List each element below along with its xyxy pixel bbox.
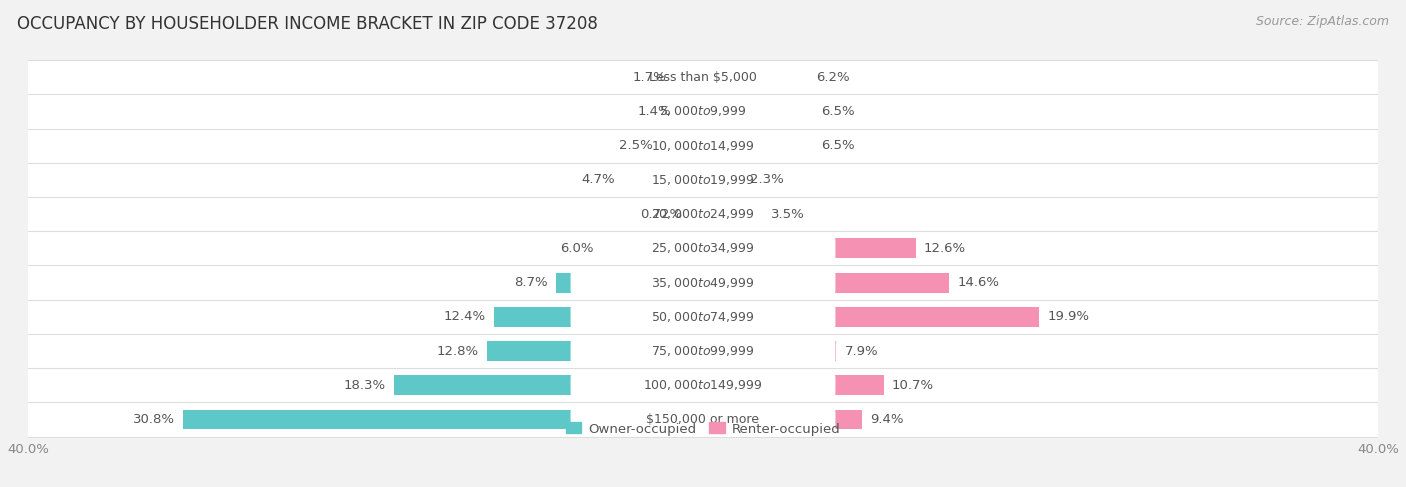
Bar (557, 273, 703, 293)
Text: 6.5%: 6.5% (821, 139, 855, 152)
Text: 12.4%: 12.4% (443, 310, 485, 323)
Text: $15,000 to $19,999: $15,000 to $19,999 (651, 173, 755, 187)
Text: 19.9%: 19.9% (1047, 310, 1090, 323)
Text: $25,000 to $34,999: $25,000 to $34,999 (651, 242, 755, 255)
Text: 9.4%: 9.4% (870, 413, 904, 426)
FancyBboxPatch shape (28, 231, 1378, 265)
Bar (394, 375, 703, 395)
Text: Less than $5,000: Less than $5,000 (650, 71, 756, 84)
Text: 7.9%: 7.9% (845, 344, 879, 357)
Text: $100,000 to $149,999: $100,000 to $149,999 (644, 378, 762, 392)
FancyBboxPatch shape (571, 133, 835, 158)
Text: 1.7%: 1.7% (633, 71, 666, 84)
FancyBboxPatch shape (28, 300, 1378, 334)
FancyBboxPatch shape (28, 265, 1378, 300)
Bar (703, 102, 813, 121)
FancyBboxPatch shape (28, 129, 1378, 163)
FancyBboxPatch shape (571, 168, 835, 192)
FancyBboxPatch shape (571, 339, 835, 363)
Text: $35,000 to $49,999: $35,000 to $49,999 (651, 276, 755, 290)
Text: 6.0%: 6.0% (560, 242, 593, 255)
Text: 18.3%: 18.3% (343, 379, 385, 392)
Text: $20,000 to $24,999: $20,000 to $24,999 (651, 207, 755, 221)
Text: 2.5%: 2.5% (619, 139, 652, 152)
FancyBboxPatch shape (28, 334, 1378, 368)
Text: 12.8%: 12.8% (436, 344, 478, 357)
Bar (624, 170, 703, 190)
FancyBboxPatch shape (571, 65, 835, 90)
Bar (703, 67, 807, 87)
Text: $10,000 to $14,999: $10,000 to $14,999 (651, 139, 755, 153)
Text: $5,000 to $9,999: $5,000 to $9,999 (659, 105, 747, 118)
Bar (703, 410, 862, 430)
Bar (703, 375, 883, 395)
Bar (602, 239, 703, 258)
Text: 1.4%: 1.4% (637, 105, 671, 118)
Text: 0.72%: 0.72% (640, 207, 682, 221)
Text: $75,000 to $99,999: $75,000 to $99,999 (651, 344, 755, 358)
Bar (703, 136, 813, 156)
Text: 4.7%: 4.7% (582, 173, 616, 187)
Text: OCCUPANCY BY HOUSEHOLDER INCOME BRACKET IN ZIP CODE 37208: OCCUPANCY BY HOUSEHOLDER INCOME BRACKET … (17, 15, 598, 33)
Text: 6.2%: 6.2% (815, 71, 849, 84)
Bar (703, 273, 949, 293)
FancyBboxPatch shape (571, 373, 835, 397)
Text: 10.7%: 10.7% (891, 379, 934, 392)
Bar (703, 170, 742, 190)
Legend: Owner-occupied, Renter-occupied: Owner-occupied, Renter-occupied (565, 423, 841, 435)
Bar (675, 67, 703, 87)
Bar (494, 307, 703, 327)
FancyBboxPatch shape (28, 197, 1378, 231)
Bar (679, 102, 703, 121)
Text: 2.3%: 2.3% (751, 173, 785, 187)
Text: 14.6%: 14.6% (957, 276, 1000, 289)
FancyBboxPatch shape (571, 99, 835, 124)
Text: 3.5%: 3.5% (770, 207, 804, 221)
FancyBboxPatch shape (28, 60, 1378, 94)
FancyBboxPatch shape (571, 202, 835, 226)
Bar (703, 341, 837, 361)
Text: $50,000 to $74,999: $50,000 to $74,999 (651, 310, 755, 324)
FancyBboxPatch shape (28, 163, 1378, 197)
FancyBboxPatch shape (571, 270, 835, 295)
Text: Source: ZipAtlas.com: Source: ZipAtlas.com (1256, 15, 1389, 28)
Bar (486, 341, 703, 361)
Text: 12.6%: 12.6% (924, 242, 966, 255)
Text: $150,000 or more: $150,000 or more (647, 413, 759, 426)
Bar (661, 136, 703, 156)
FancyBboxPatch shape (28, 368, 1378, 402)
Text: 6.5%: 6.5% (821, 105, 855, 118)
FancyBboxPatch shape (28, 402, 1378, 436)
Bar (690, 204, 703, 224)
FancyBboxPatch shape (28, 94, 1378, 129)
Bar (703, 204, 762, 224)
FancyBboxPatch shape (571, 236, 835, 261)
Bar (703, 239, 915, 258)
Bar (183, 410, 703, 430)
Bar (703, 307, 1039, 327)
FancyBboxPatch shape (571, 407, 835, 432)
Text: 8.7%: 8.7% (515, 276, 548, 289)
Text: 30.8%: 30.8% (134, 413, 174, 426)
FancyBboxPatch shape (571, 304, 835, 329)
